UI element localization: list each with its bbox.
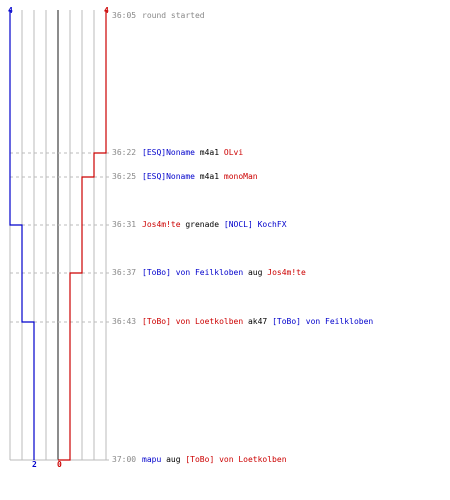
event-part: [ESQ]Noname [142, 172, 195, 181]
event-text: [ToBo] von Loetkolben ak47 [ToBo] von Fe… [142, 317, 373, 327]
event-part: monoMan [223, 172, 258, 181]
event-time: 36:43 [112, 317, 137, 326]
event-part: [ToBo] von Loetkolben [185, 455, 287, 464]
event-time: 36:22 [112, 148, 137, 157]
event-part: [ToBo] von Feilkloben [142, 268, 244, 277]
event-text: round started [142, 11, 205, 21]
event-part: [ESQ]Noname [142, 148, 195, 157]
event-part: aug [243, 268, 268, 277]
lane-grid [9, 10, 107, 461]
event-part: round started [142, 11, 205, 20]
blue-end-count: 2 [32, 460, 37, 469]
event-time: 36:31 [112, 220, 137, 229]
event-text: [ESQ]Noname m4a1 OLvi [142, 148, 243, 158]
event-part: OLvi [223, 148, 244, 157]
event-text: Jos4m!te grenade [NOCL] KochFX [142, 220, 287, 230]
event-part: [NOCL] KochFX [223, 220, 287, 229]
event-time: 36:05 [112, 11, 137, 20]
event-part: Jos4m!te [267, 268, 306, 277]
event-time: 36:25 [112, 172, 137, 181]
event-part: mapu [142, 455, 162, 464]
blue-team-alive-line [9, 10, 35, 460]
event-part: aug [161, 455, 186, 464]
event-time: 36:37 [112, 268, 137, 277]
event-text: [ESQ]Noname m4a1 monoMan [142, 172, 258, 182]
red-start-count: 4 [104, 6, 109, 15]
red-team-alive-line [58, 10, 107, 461]
blue-start-count: 4 [8, 6, 13, 15]
event-text: [ToBo] von Feilkloben aug Jos4m!te [142, 268, 306, 278]
event-part: [ToBo] von Feilkloben [272, 317, 374, 326]
event-part: grenade [180, 220, 224, 229]
event-part: Jos4m!te [142, 220, 181, 229]
event-part: ak47 [243, 317, 273, 326]
red-end-count: 0 [57, 460, 62, 469]
event-time: 37:00 [112, 455, 137, 464]
event-guides [10, 152, 110, 461]
event-text: mapu aug [ToBo] von Loetkolben [142, 455, 287, 465]
event-part: m4a1 [194, 148, 224, 157]
event-part: m4a1 [194, 172, 224, 181]
event-part: [ToBo] von Loetkolben [142, 317, 244, 326]
